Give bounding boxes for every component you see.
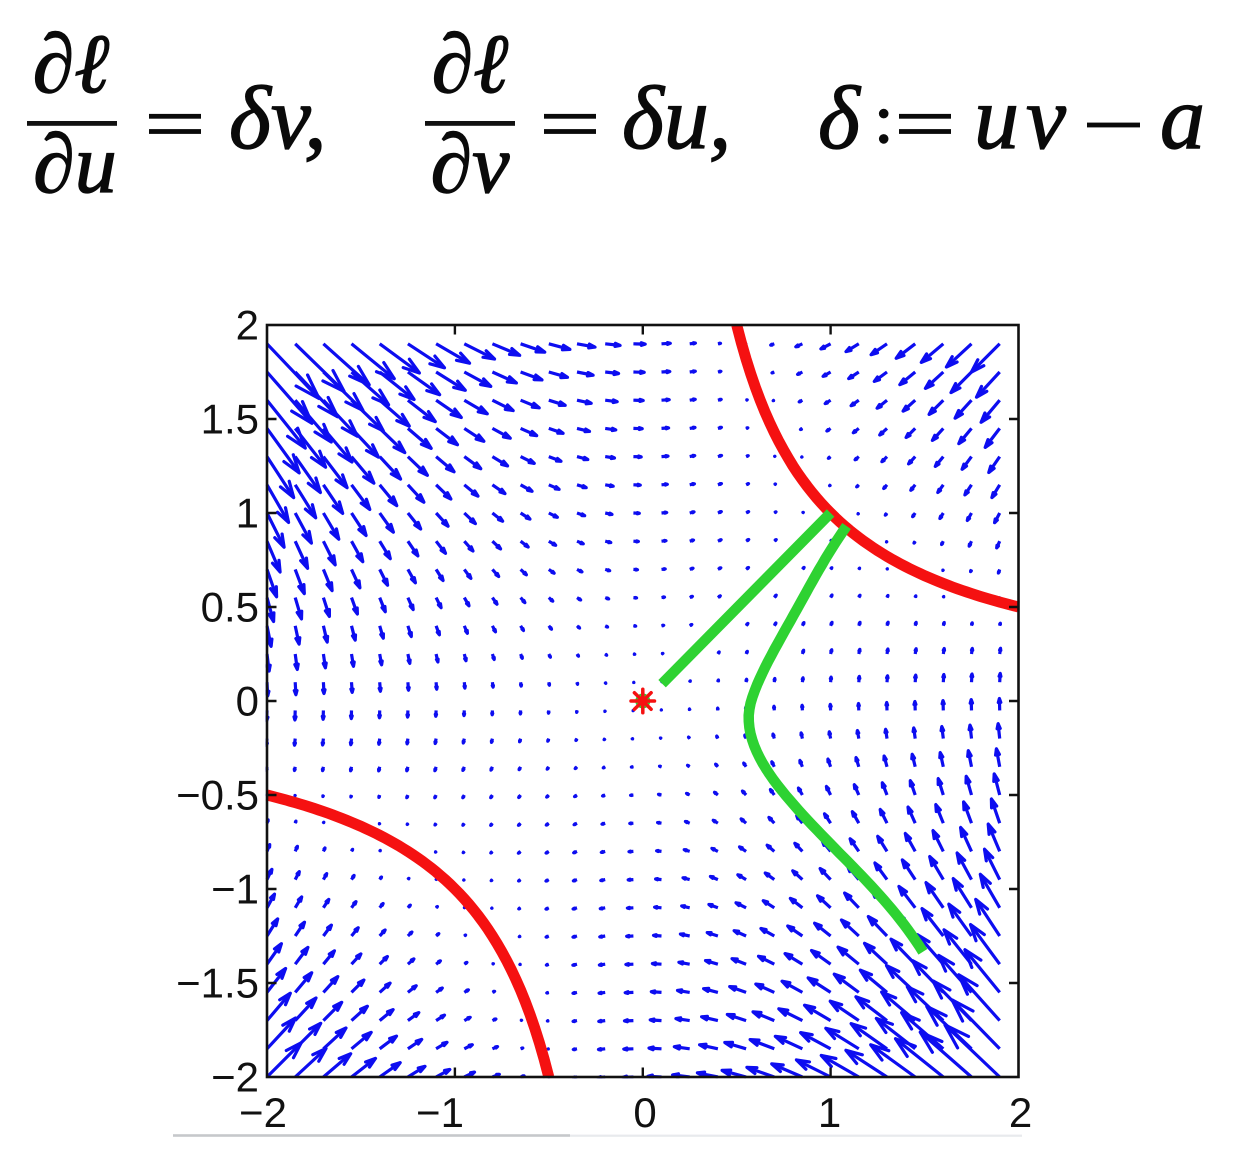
svg-text:−1: −1 [416, 1089, 464, 1136]
svg-text:∂v: ∂v [431, 118, 511, 211]
svg-text:0: 0 [236, 678, 259, 725]
svg-text:−1: −1 [211, 866, 259, 913]
svg-text:u: u [974, 69, 1019, 168]
svg-text:−2: −2 [211, 1054, 259, 1101]
svg-text:1.5: 1.5 [201, 396, 259, 443]
svg-text:2: 2 [1009, 1089, 1032, 1136]
svg-text:0.5: 0.5 [201, 584, 259, 631]
svg-text:−1.5: −1.5 [176, 960, 259, 1007]
svg-text:0: 0 [633, 1089, 656, 1136]
svg-text:2: 2 [236, 302, 259, 349]
svg-text:∂u: ∂u [33, 118, 117, 211]
svg-text:1: 1 [236, 490, 259, 537]
svg-text:v: v [1026, 69, 1066, 168]
svg-text:−2: −2 [239, 1089, 287, 1136]
svg-text:∂ℓ: ∂ℓ [33, 18, 110, 111]
svg-text:−0.5: −0.5 [176, 772, 259, 819]
svg-text:δu,: δu, [622, 69, 731, 168]
svg-text:δv,: δv, [229, 69, 327, 168]
svg-text:δ: δ [818, 69, 862, 168]
svg-text:1: 1 [818, 1089, 841, 1136]
svg-text:∂ℓ: ∂ℓ [432, 18, 509, 111]
svg-text:a: a [1160, 69, 1205, 168]
